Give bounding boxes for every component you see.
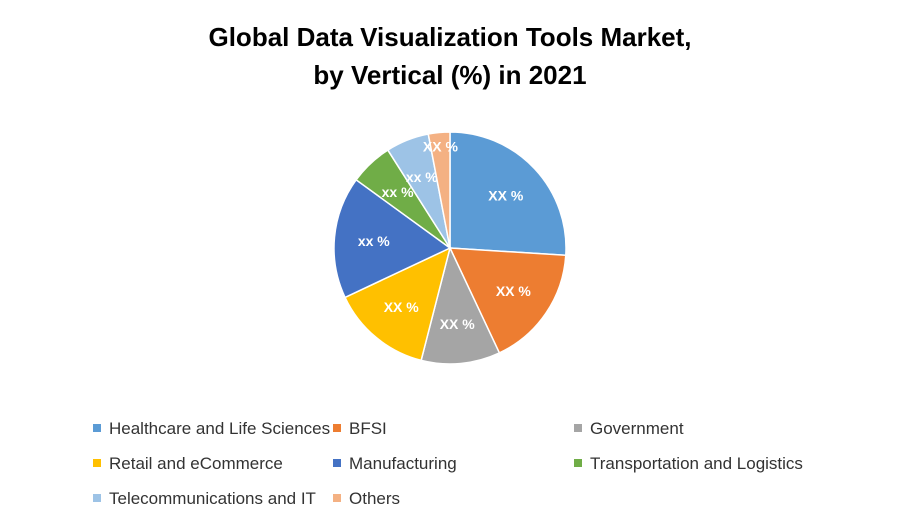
data-label-healthcare-and-life-sciences: XX %	[488, 188, 524, 204]
legend-swatch-retail-and-ecommerce	[93, 459, 101, 467]
data-label-government: XX %	[440, 316, 476, 332]
legend-swatch-bfsi	[333, 424, 341, 432]
legend-swatch-transportation-and-logistics	[574, 459, 582, 467]
legend-swatch-government	[574, 424, 582, 432]
legend-label-government: Government	[590, 419, 684, 438]
data-label-transportation-and-logistics: xx %	[382, 184, 414, 200]
legend-label-others: Others	[349, 489, 400, 508]
pie-slice-bfsi	[448, 247, 567, 354]
pie-data-labels: XX %XX %XX %XX %xx %xx %xx %XX %	[358, 138, 532, 332]
legend-label-healthcare-and-life-sciences: Healthcare and Life Sciences	[109, 419, 330, 438]
legend-swatch-telecommunications-and-it	[93, 494, 101, 502]
data-label-others: XX %	[423, 138, 459, 154]
legend-label-manufacturing: Manufacturing	[349, 454, 457, 473]
data-label-telecommunications-and-it: xx %	[406, 169, 438, 185]
legend-label-transportation-and-logistics: Transportation and Logistics	[590, 454, 803, 473]
pie-slice-government	[420, 245, 501, 365]
legend-swatch-manufacturing	[333, 459, 341, 467]
chart-title-line-1: Global Data Visualization Tools Market,	[208, 22, 691, 52]
pie-slices	[333, 131, 567, 365]
legend-swatch-healthcare-and-life-sciences	[93, 424, 101, 432]
data-label-bfsi: XX %	[496, 283, 532, 299]
pie-slice-retail-and-ecommerce	[344, 246, 452, 362]
legend-label-telecommunications-and-it: Telecommunications and IT	[109, 489, 316, 508]
pie-slice-manufacturing	[333, 178, 452, 299]
legend-swatch-others	[333, 494, 341, 502]
chart-title-line-2: by Vertical (%) in 2021	[313, 60, 586, 90]
pie-slice-others	[427, 131, 451, 249]
pie-slice-healthcare-and-life-sciences	[449, 131, 567, 257]
data-label-retail-and-ecommerce: XX %	[384, 299, 420, 315]
legend-label-retail-and-ecommerce: Retail and eCommerce	[109, 454, 283, 473]
data-label-manufacturing: xx %	[358, 233, 390, 249]
legend: Healthcare and Life Sciences BFSI Governme…	[93, 419, 803, 508]
legend-label-bfsi: BFSI	[349, 419, 387, 438]
